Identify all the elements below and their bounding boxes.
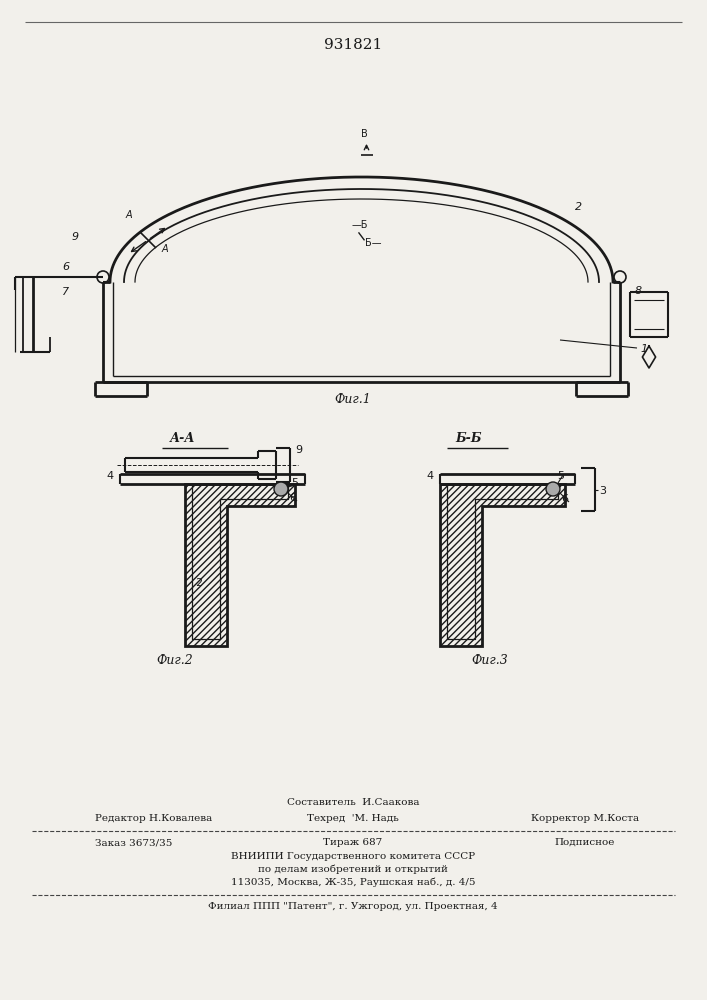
Text: 6: 6 — [289, 493, 296, 503]
Text: по делам изобретений и открытий: по делам изобретений и открытий — [258, 864, 448, 874]
Text: —Б: —Б — [351, 220, 368, 230]
Text: 2: 2 — [575, 202, 582, 212]
Text: А: А — [126, 210, 133, 220]
Text: Составитель  И.Саакова: Составитель И.Саакова — [287, 798, 419, 807]
Text: Заказ 3673/35: Заказ 3673/35 — [95, 838, 173, 847]
Text: 9: 9 — [72, 232, 79, 242]
Text: 1: 1 — [640, 344, 647, 354]
Text: Корректор М.Коста: Корректор М.Коста — [531, 814, 639, 823]
Circle shape — [546, 482, 560, 496]
Circle shape — [274, 482, 288, 496]
Text: Тираж 687: Тираж 687 — [323, 838, 382, 847]
Text: 4: 4 — [106, 471, 113, 481]
Text: 931821: 931821 — [324, 38, 382, 52]
Text: Б-Б: Б-Б — [455, 432, 481, 445]
Text: 3: 3 — [599, 486, 606, 495]
Text: 113035, Москва, Ж-35, Раушская наб., д. 4/5: 113035, Москва, Ж-35, Раушская наб., д. … — [230, 878, 475, 887]
Text: Подписное: Подписное — [555, 838, 615, 847]
Text: 6: 6 — [62, 262, 69, 272]
Text: А: А — [162, 244, 169, 254]
Text: 6: 6 — [561, 494, 568, 504]
Text: 5: 5 — [557, 471, 564, 481]
Text: Техред  'М. Надь: Техред 'М. Надь — [307, 814, 399, 823]
Text: Фиг.2: Фиг.2 — [157, 654, 194, 667]
Text: Филиал ППП "Патент", г. Ужгород, ул. Проектная, 4: Филиал ППП "Патент", г. Ужгород, ул. Про… — [208, 902, 498, 911]
Text: Фиг.1: Фиг.1 — [334, 393, 371, 406]
Text: 2: 2 — [195, 578, 202, 588]
Text: Б—: Б— — [366, 238, 382, 248]
Text: 4: 4 — [426, 471, 433, 481]
Text: А-А: А-А — [170, 432, 196, 445]
Text: 5: 5 — [291, 478, 298, 488]
Text: 9: 9 — [295, 445, 302, 455]
Text: ВНИИПИ Государственного комитета СССР: ВНИИПИ Государственного комитета СССР — [231, 852, 475, 861]
Text: 7: 7 — [62, 287, 69, 297]
Text: Редактор Н.Ковалева: Редактор Н.Ковалева — [95, 814, 212, 823]
Text: В: В — [361, 129, 368, 139]
Text: 8: 8 — [635, 286, 642, 296]
Text: Фиг.3: Фиг.3 — [472, 654, 508, 667]
